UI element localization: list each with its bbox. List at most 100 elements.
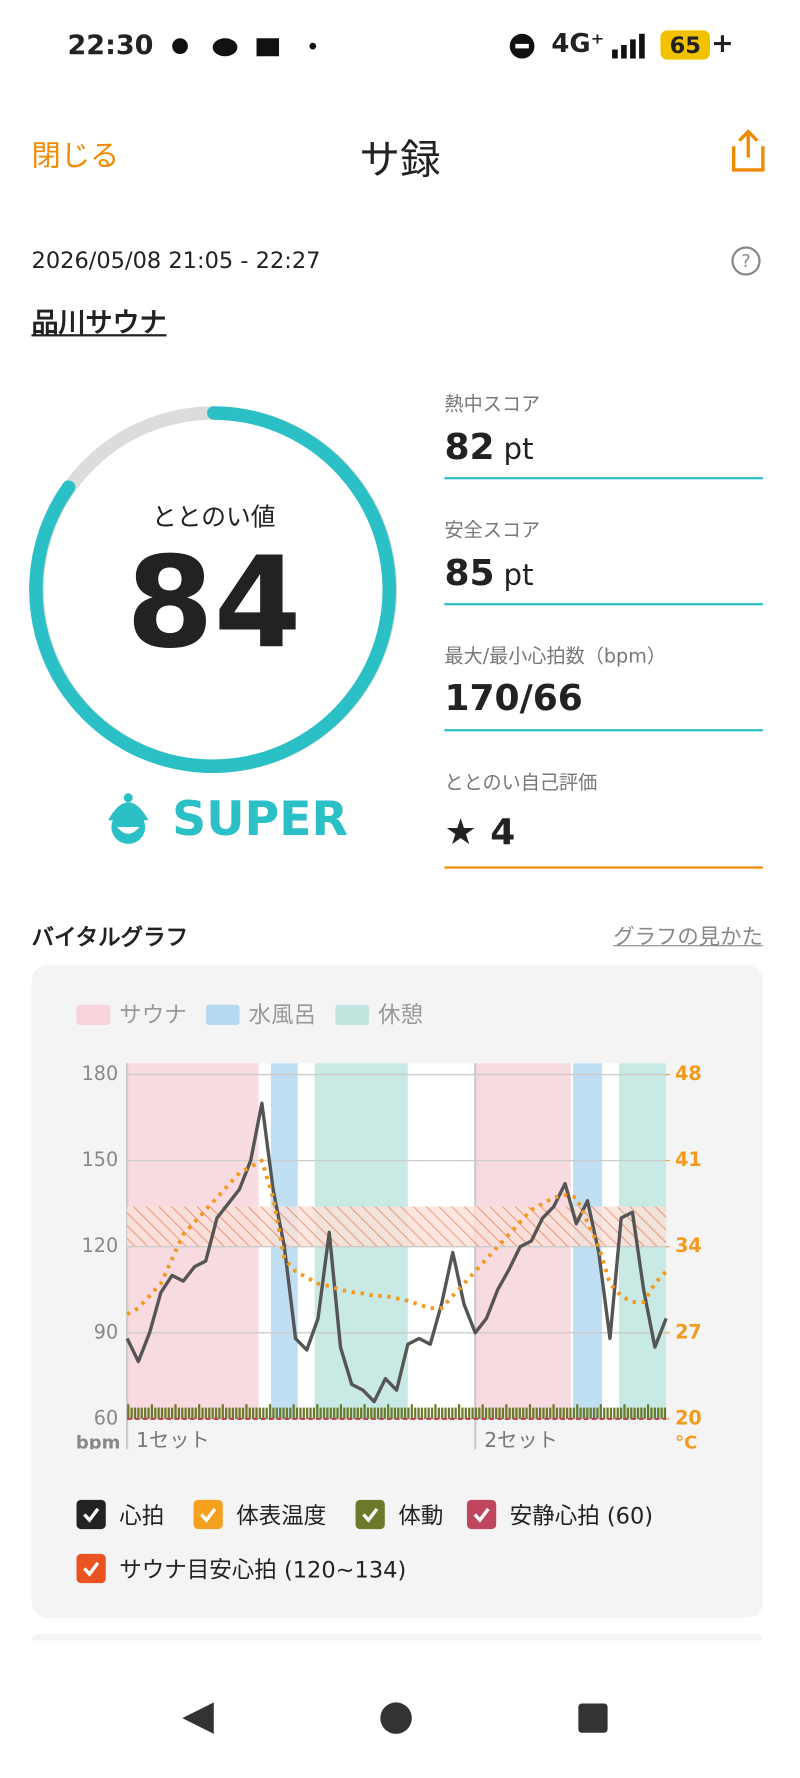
y2-tick-label: 41 xyxy=(675,1148,702,1171)
activity-tick xyxy=(171,1407,174,1419)
activity-tick xyxy=(508,1407,511,1419)
checkbox[interactable] xyxy=(193,1499,223,1529)
activity-tick xyxy=(515,1407,518,1419)
activity-tick xyxy=(225,1407,228,1419)
legend-swatch xyxy=(205,1004,240,1026)
activity-tick xyxy=(282,1407,285,1419)
set-label: 1セット xyxy=(136,1428,210,1449)
checkbox[interactable] xyxy=(355,1499,385,1529)
activity-tick xyxy=(326,1407,329,1419)
activity-tick xyxy=(447,1407,451,1419)
activity-tick xyxy=(383,1407,386,1419)
activity-tick xyxy=(596,1407,599,1419)
activity-tick xyxy=(198,1404,201,1419)
legend-label: 休憩 xyxy=(378,1003,423,1029)
toggle-label: 体表温度 xyxy=(236,1502,327,1530)
divider xyxy=(444,477,763,480)
activity-tick xyxy=(181,1407,184,1419)
close-button[interactable]: 閉じる xyxy=(31,139,120,174)
check-mark xyxy=(200,1507,217,1523)
activity-tick xyxy=(339,1404,343,1419)
activity-tick xyxy=(505,1404,508,1419)
activity-tick xyxy=(616,1407,619,1419)
activity-tick xyxy=(376,1407,380,1419)
legend-swatch xyxy=(76,1004,111,1026)
activity-tick xyxy=(127,1404,130,1419)
toggle-label: サウナ目安心拍 (120~134) xyxy=(119,1556,407,1584)
help-link[interactable]: グラフの見かた xyxy=(613,924,763,950)
activity-tick xyxy=(306,1407,309,1419)
activity-tick xyxy=(400,1407,403,1419)
activity-tick xyxy=(329,1407,332,1419)
activity-tick xyxy=(663,1407,667,1419)
y-tick-label: 120 xyxy=(82,1234,118,1257)
share-button[interactable] xyxy=(729,128,767,173)
activity-tick xyxy=(430,1407,434,1419)
activity-tick xyxy=(444,1407,447,1419)
toggle[interactable]: 体表温度 xyxy=(193,1498,327,1531)
activity-tick xyxy=(137,1407,140,1419)
activity-tick xyxy=(353,1407,356,1419)
activity-tick xyxy=(322,1407,326,1419)
facility-name[interactable]: 品川サウナ xyxy=(31,307,167,339)
activity-tick xyxy=(241,1407,245,1419)
activity-tick xyxy=(535,1407,538,1419)
activity-tick xyxy=(454,1407,457,1419)
activity-tick xyxy=(451,1407,454,1419)
activity-tick xyxy=(640,1407,643,1419)
activity-tick xyxy=(387,1404,390,1419)
home-button[interactable] xyxy=(380,1702,412,1734)
activity-tick xyxy=(312,1407,316,1419)
checkbox[interactable] xyxy=(466,1499,497,1529)
activity-tick xyxy=(582,1407,586,1419)
activity-tick xyxy=(457,1404,461,1419)
activity-tick xyxy=(333,1407,336,1419)
activity-tick xyxy=(231,1407,235,1419)
status-icons xyxy=(172,38,317,57)
recents-button[interactable] xyxy=(578,1703,608,1733)
y-tick-label: 150 xyxy=(82,1148,118,1171)
checkbox[interactable] xyxy=(76,1499,106,1529)
charging-plus: + xyxy=(711,27,734,59)
back-button[interactable] xyxy=(182,1702,214,1734)
set-label: 2セット xyxy=(484,1428,558,1449)
toggle[interactable]: 体動 xyxy=(355,1498,443,1531)
totonoi-value: 84 xyxy=(126,529,302,677)
activity-tick xyxy=(144,1407,147,1419)
self-rating[interactable]: ★ 4 xyxy=(444,810,515,853)
activity-tick xyxy=(414,1407,417,1419)
next-card-edge xyxy=(31,1633,763,1641)
activity-tick xyxy=(397,1407,400,1419)
dnd-icon xyxy=(509,33,535,59)
activity-tick xyxy=(403,1407,407,1419)
metric-value: 85 pt xyxy=(444,551,533,594)
activity-tick xyxy=(316,1404,319,1419)
activity-tick xyxy=(336,1407,339,1419)
activity-tick xyxy=(417,1407,420,1419)
activity-tick xyxy=(214,1407,218,1419)
help-icon[interactable]: ? xyxy=(730,245,762,277)
battery: 65 xyxy=(660,30,710,60)
toggle[interactable]: 安静心拍 (60) xyxy=(466,1498,653,1531)
activity-tick xyxy=(380,1407,383,1419)
activity-tick xyxy=(481,1404,484,1419)
toggle[interactable]: 心拍 xyxy=(76,1498,164,1531)
activity-tick xyxy=(660,1407,663,1419)
activity-tick xyxy=(626,1407,629,1419)
activity-tick xyxy=(258,1407,262,1419)
activity-tick xyxy=(545,1407,548,1419)
activity-tick xyxy=(542,1407,545,1419)
activity-tick xyxy=(410,1404,413,1419)
activity-tick xyxy=(528,1404,532,1419)
legend-label: 水風呂 xyxy=(249,1003,317,1029)
activity-tick xyxy=(525,1407,528,1419)
heart-rate-line xyxy=(125,1101,668,1404)
toggle[interactable]: サウナ目安心拍 (120~134) xyxy=(76,1552,407,1585)
activity-tick xyxy=(292,1404,295,1419)
activity-tick xyxy=(555,1407,559,1419)
activity-tick xyxy=(532,1407,535,1419)
activity-tick xyxy=(174,1404,177,1419)
activity-tick xyxy=(262,1407,265,1419)
metric-value: 82 pt xyxy=(444,425,533,468)
checkbox[interactable] xyxy=(76,1553,106,1583)
